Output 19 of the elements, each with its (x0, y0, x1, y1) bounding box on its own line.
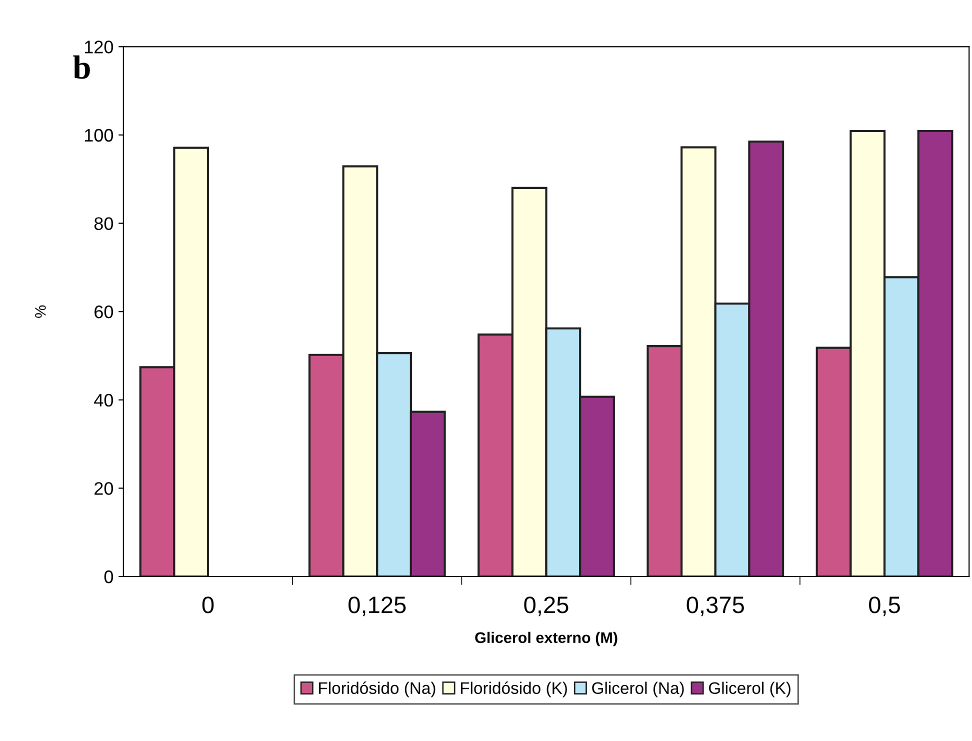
x-tick-label: 0,125 (348, 596, 406, 616)
x-tick-label: 0,5 (869, 596, 900, 616)
text: b (73, 55, 90, 79)
x-axis-title: Glicerol externo (M) (475, 632, 618, 646)
legend-label: Floridósido (K) (460, 682, 567, 698)
y-axis-title: % (35, 305, 46, 318)
x-tick-label: 0,375 (686, 596, 744, 616)
y-tick-label: 120 (84, 40, 114, 54)
legend-label: Glicerol (K) (708, 682, 790, 698)
legend-label: Floridósido (Na) (319, 682, 436, 698)
y-tick-label: 0 (104, 570, 114, 584)
y-tick-label: 20 (94, 482, 114, 495)
y-tick-label: 100 (84, 128, 114, 142)
x-tick-label: 0,25 (524, 596, 568, 616)
x-tick-label: 0 (202, 596, 214, 614)
legend-label: Glicerol (Na) (592, 682, 684, 698)
y-tick-label: 80 (94, 217, 114, 230)
y-tick-label: 60 (94, 306, 114, 318)
y-tick-label: 40 (94, 394, 114, 407)
